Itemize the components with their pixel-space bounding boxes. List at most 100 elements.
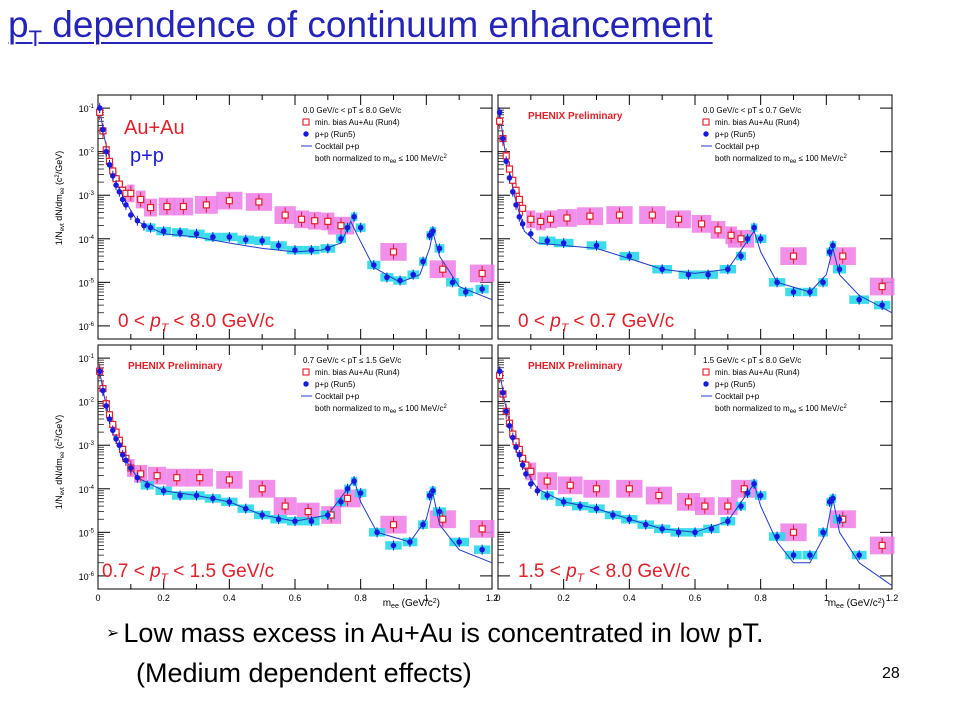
pp-point — [593, 242, 600, 249]
pp-point — [544, 237, 551, 244]
pp-point — [790, 552, 797, 558]
pp-point — [826, 249, 833, 255]
pp-point — [577, 503, 583, 509]
pp-point — [456, 539, 462, 545]
pp-point — [462, 289, 469, 295]
pp-point — [134, 217, 141, 224]
auau-point — [311, 217, 319, 225]
legend-auau-marker — [302, 118, 310, 126]
auau-point — [163, 202, 171, 211]
pp-point — [642, 521, 649, 528]
pp-point — [226, 234, 233, 240]
pp-point — [106, 416, 113, 422]
x-tick-label: 0 — [95, 593, 100, 603]
pp-point — [144, 482, 151, 489]
pt-range-label: 0 < pT < 8.0 GeV/c — [118, 311, 274, 335]
auau-point — [546, 215, 555, 223]
legend-normalization-label: both normalized to mee ≤ 100 MeV/c2 — [315, 154, 447, 165]
auau-big-label: Au+Au — [124, 117, 185, 139]
pp-point — [836, 516, 843, 523]
auau-point — [225, 476, 233, 484]
pp-point — [820, 529, 826, 536]
legend-header: 0.7 GeV/c < pT ≤ 1.5 GeV/c — [303, 356, 401, 365]
pp-point — [500, 135, 506, 142]
slide-title: pT dependence of continuum enhancement — [8, 4, 713, 52]
auau-point — [337, 222, 345, 230]
pp-point — [100, 387, 106, 394]
bullet-point: ➢ Low mass excess in Au+Au is concentrate… — [106, 618, 763, 649]
pp-point — [820, 279, 826, 286]
auau-point — [439, 515, 447, 523]
pp-point — [338, 499, 344, 505]
page-number: 28 — [882, 665, 900, 682]
pp-point — [109, 427, 116, 434]
pp-point — [384, 274, 390, 281]
pp-point — [193, 231, 200, 237]
x-tick-label: 0.8 — [754, 593, 767, 603]
legend-auau-marker — [702, 118, 710, 126]
pp-point — [226, 499, 233, 505]
pp-point — [292, 518, 298, 525]
pp-point — [420, 521, 426, 528]
auau-point — [179, 202, 187, 211]
auau-point — [324, 217, 332, 226]
auau-point — [789, 528, 798, 536]
y-tick-label: 10-4 — [79, 235, 95, 245]
pp-point — [856, 552, 862, 558]
pp-point — [725, 518, 731, 525]
pp-point — [344, 224, 351, 231]
pp-point — [308, 247, 315, 253]
pp-point — [123, 457, 129, 464]
pp-point — [744, 235, 751, 242]
legend-pp-marker — [703, 381, 709, 387]
svg-text:mee (GeV/c2): mee (GeV/c2) — [828, 598, 885, 610]
pp-point — [856, 296, 862, 303]
auau-point — [439, 265, 447, 273]
auau-point — [173, 474, 181, 482]
legend-header: 0.0 GeV/c < pT ≤ 8.0 GeV/c — [303, 106, 401, 115]
pp-point — [113, 182, 119, 188]
pp-point — [96, 368, 103, 375]
pp-point — [610, 512, 616, 518]
pp-point — [351, 213, 357, 220]
pp-point — [357, 490, 364, 496]
pp-point — [371, 262, 377, 268]
pp-point — [426, 232, 433, 239]
pp-point — [675, 529, 682, 536]
auau-point — [153, 472, 161, 480]
auau-point — [789, 252, 798, 260]
auau-point — [127, 189, 135, 198]
pp-point — [116, 188, 123, 195]
panel-legend: 0.7 GeV/c < pT ≤ 1.5 GeV/c min. bias Au+A… — [301, 356, 447, 415]
pp-point — [430, 228, 436, 234]
auau-point — [727, 231, 735, 239]
pp-point — [519, 462, 526, 468]
x-tick-label: 0.6 — [689, 593, 702, 603]
pp-point — [528, 231, 534, 237]
pp-point — [128, 212, 134, 218]
panel-grid: 10-6 10-5 10-4 10-3 10-2 10-1 0.0 GeV/c < pT ≤… — [79, 94, 899, 603]
pp-point — [210, 234, 216, 240]
pp-point — [479, 546, 485, 553]
pp-point — [410, 271, 417, 278]
pp-point — [513, 444, 519, 451]
phenix-preliminary-label: PHENIX Preliminary — [528, 361, 623, 372]
pp-point — [308, 518, 315, 525]
auau-point — [478, 525, 486, 533]
auau-point — [648, 211, 656, 219]
x-tick-label: 0 — [495, 593, 500, 603]
auau-point — [505, 165, 514, 173]
pp-point — [503, 158, 510, 165]
panel-1: 10-6 10-5 10-4 10-3 10-2 10-1 0.0 GeV/c < pT ≤… — [79, 94, 495, 340]
auau-point — [592, 485, 601, 493]
pp-point — [103, 403, 110, 409]
pp-point — [725, 266, 731, 273]
auau-point — [202, 201, 210, 209]
x-tick-label: 1.2 — [886, 593, 899, 603]
legend-normalization-label: both normalized to mee ≤ 100 MeV/c2 — [715, 154, 847, 165]
legend-auau-label: min. bias Au+Au (Run4) — [715, 118, 800, 127]
auau-point — [196, 474, 204, 482]
auau-point — [304, 507, 312, 516]
pp-point — [560, 240, 567, 246]
legend-cocktail-label: Cocktail p+p — [715, 142, 760, 151]
